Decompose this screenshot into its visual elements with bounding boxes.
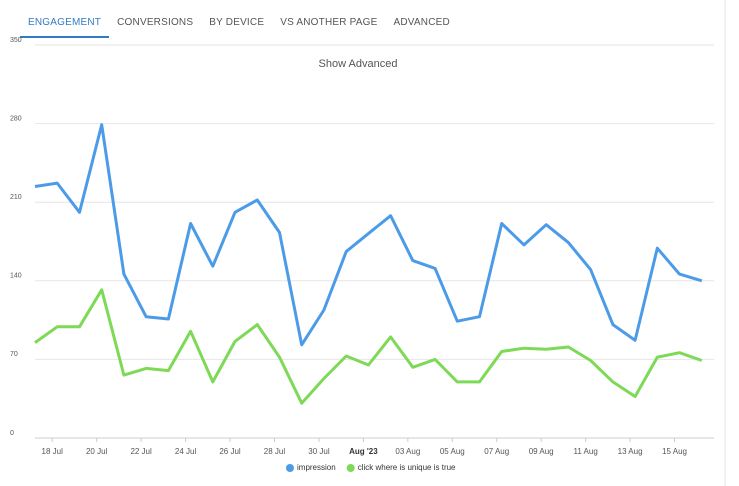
x-tick-label: 22 Jul xyxy=(130,447,152,456)
tab[interactable]: CONVERSIONS xyxy=(117,17,194,28)
y-tick-label: 210 xyxy=(10,194,22,201)
y-tick-label: 70 xyxy=(10,351,18,358)
series-line xyxy=(34,288,703,405)
y-tick-label: 280 xyxy=(10,115,22,122)
legend-marker[interactable] xyxy=(286,464,294,472)
x-tick-label: Aug '23 xyxy=(349,447,378,456)
x-tick-label: 18 Jul xyxy=(42,447,64,456)
legend-label[interactable]: click where is unique is true xyxy=(358,463,456,472)
tab[interactable]: ENGAGEMENT xyxy=(20,0,110,38)
legend-label[interactable]: impression xyxy=(297,463,336,472)
tab[interactable]: VS ANOTHER PAGE xyxy=(280,17,378,28)
tab[interactable]: BY DEVICE xyxy=(209,17,265,28)
x-tick-label: 20 Jul xyxy=(86,447,108,456)
x-tick-label: 07 Aug xyxy=(484,447,509,456)
x-tick-label: 28 Jul xyxy=(264,447,286,456)
x-tick-label: 05 Aug xyxy=(440,447,465,456)
x-tick-label: 09 Aug xyxy=(529,447,554,456)
y-tick-label: 140 xyxy=(10,273,22,280)
chart-title[interactable]: Show Advanced xyxy=(319,58,398,70)
series-line xyxy=(34,123,703,347)
x-tick-label: 03 Aug xyxy=(395,447,420,456)
x-tick-label: 30 Jul xyxy=(308,447,330,456)
tab-bar: ENGAGEMENT CONVERSIONS BY DEVICE VS ANOT… xyxy=(20,0,458,38)
x-tick-label: 24 Jul xyxy=(175,447,197,456)
x-tick-label: 13 Aug xyxy=(618,447,643,456)
y-tick-label: 350 xyxy=(10,37,22,44)
y-tick-label: 0 xyxy=(10,430,14,437)
x-tick-label: 15 Aug xyxy=(662,447,687,456)
x-tick-label: 26 Jul xyxy=(219,447,241,456)
x-tick-label: 11 Aug xyxy=(573,447,597,456)
legend-marker[interactable] xyxy=(346,464,355,472)
tab[interactable]: ADVANCED xyxy=(393,17,450,28)
